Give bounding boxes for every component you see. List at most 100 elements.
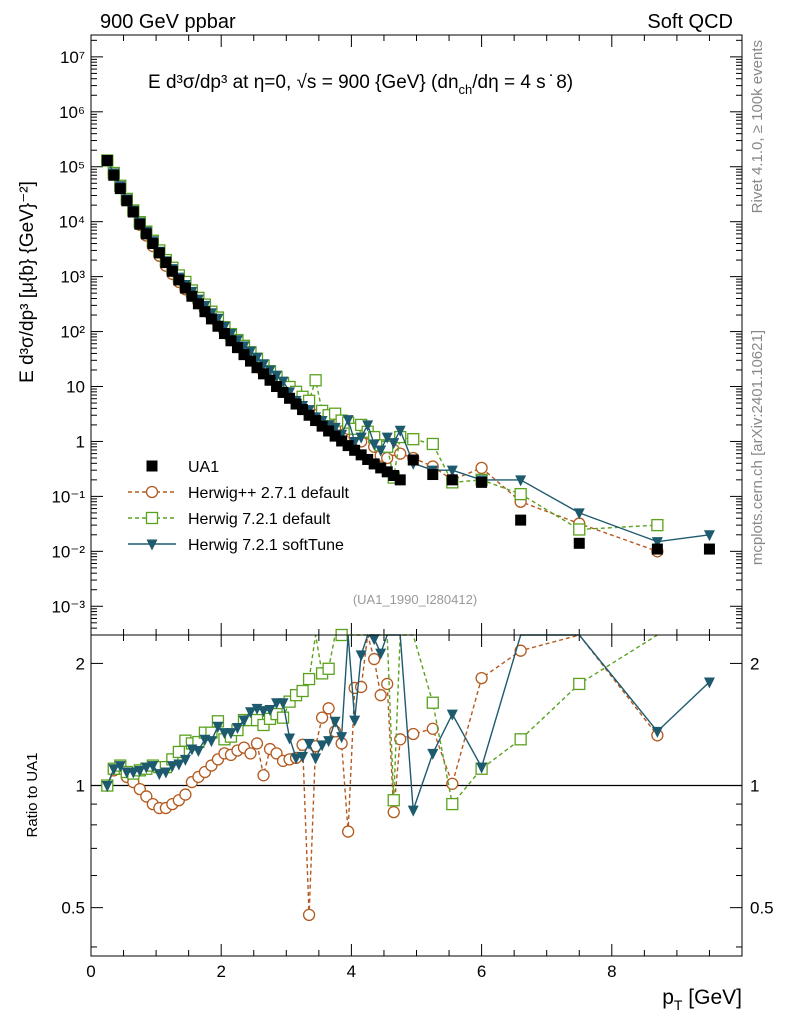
ratio-point: [258, 706, 270, 718]
data-point: [271, 381, 283, 393]
data-point: [342, 440, 354, 452]
legend-marker: [146, 460, 158, 472]
data-point: [388, 438, 400, 450]
data-point: [297, 404, 309, 416]
data-point: [264, 365, 276, 377]
ratio-point: [127, 767, 139, 779]
ratio-point: [192, 745, 204, 757]
data-point: [426, 437, 439, 451]
data-point: [703, 543, 715, 555]
data-point: [407, 433, 420, 446]
data-point: [114, 183, 126, 195]
ratio-point: [368, 634, 380, 646]
legend: UA1 Herwig++ 2.7.1 default Herwig 7.2.1 de…: [128, 459, 350, 554]
data-point: [231, 342, 243, 354]
data-point: [362, 453, 374, 465]
y-tick-label-main: 10²: [60, 323, 85, 342]
ratio-point: [179, 788, 192, 801]
data-point: [475, 461, 488, 475]
ratio-point: [375, 648, 387, 660]
data-point: [121, 195, 133, 207]
ratio-point: [349, 715, 361, 727]
data-point: [355, 432, 367, 444]
data-point: [238, 349, 250, 361]
ratio-point: [322, 702, 335, 715]
data-point: [368, 439, 380, 451]
ratio-point: [387, 794, 400, 807]
data-point: [476, 476, 488, 488]
y-axis-label-main: E d³σ/dp³ [μ{b} {GeV}⁻²]: [17, 181, 38, 383]
header-right: Soft QCD: [647, 11, 733, 33]
ratio-point: [703, 677, 715, 689]
data-point: [394, 474, 406, 486]
ratio-point: [476, 762, 488, 774]
ratio-point: [407, 727, 420, 741]
data-point: [515, 514, 527, 526]
ratio-point: [257, 769, 270, 782]
data-point: [192, 298, 204, 310]
x-ticks: 0 2 4 6 8: [86, 35, 743, 981]
y-tick-label-main: 10⁷: [60, 48, 85, 67]
ratio-point: [355, 650, 367, 662]
y-axis-label-ratio: Ratio to UA1: [24, 752, 41, 837]
ratio-point: [172, 745, 186, 759]
y-tick-label-main: 1: [76, 432, 85, 451]
ratio-point: [323, 736, 335, 748]
plot-title: E d³σ/dp³ at η=0, √s = 900 {GeV} (dnch/d…: [148, 72, 573, 97]
data-point: [316, 420, 328, 432]
ratio-point: [426, 696, 439, 709]
data-point: [427, 469, 439, 481]
ratio-point: [341, 825, 355, 838]
legend-label: Herwig 7.2.1 softTune: [188, 537, 344, 554]
legend-label: Herwig 7.2.1 default: [188, 511, 331, 528]
data-point: [199, 306, 211, 318]
data-point: [251, 362, 263, 374]
ratio-point: [315, 711, 329, 724]
ratio-point: [212, 721, 224, 733]
data-point: [703, 530, 715, 542]
data-point: [147, 238, 159, 250]
ratio-point: [446, 797, 459, 811]
legend-marker: [145, 511, 159, 525]
data-point: [186, 290, 198, 302]
y-tick-label-main: 10: [66, 378, 85, 397]
ratio-point: [336, 732, 348, 744]
data-point: [381, 466, 393, 478]
ratio-line: [106, 634, 658, 915]
ratio-point: [426, 722, 439, 735]
x-tick-label: 2: [216, 962, 225, 981]
ratio-point: [160, 767, 172, 779]
legend-item: Herwig 7.2.1 default: [128, 511, 331, 528]
data-point: [573, 523, 586, 536]
legend-marker: [146, 539, 158, 551]
ratio-point: [310, 753, 322, 765]
ratio-point: [101, 781, 113, 793]
ratio-point: [407, 805, 419, 817]
data-point: [651, 543, 663, 555]
ratio-point: [302, 908, 316, 921]
data-point: [573, 537, 585, 549]
ratio-point: [387, 805, 400, 819]
data-point: [375, 445, 387, 457]
ratio-point: [238, 715, 250, 727]
data-point: [277, 386, 289, 398]
data-point: [258, 359, 270, 371]
ratio-point: [446, 777, 459, 790]
ratio-point: [514, 644, 527, 657]
ratio-point: [276, 711, 290, 724]
data-point: [355, 449, 367, 461]
data-point: [407, 454, 419, 466]
data-point: [573, 508, 585, 520]
watermark: (UA1_1990_I280412): [353, 592, 477, 607]
data-point: [108, 169, 120, 181]
legend-item: Herwig 7.2.1 softTune: [128, 537, 344, 554]
x-tick-label: 0: [86, 962, 95, 981]
legend-marker: [145, 485, 159, 499]
data-point: [375, 462, 387, 474]
series-herwig-7-2-1-default: [101, 154, 664, 536]
y-tick-label-ratio-left: 0.5: [61, 899, 85, 918]
ratio-point: [147, 761, 159, 773]
data-point: [173, 274, 185, 286]
data-point: [323, 425, 335, 437]
data-point: [651, 518, 664, 532]
